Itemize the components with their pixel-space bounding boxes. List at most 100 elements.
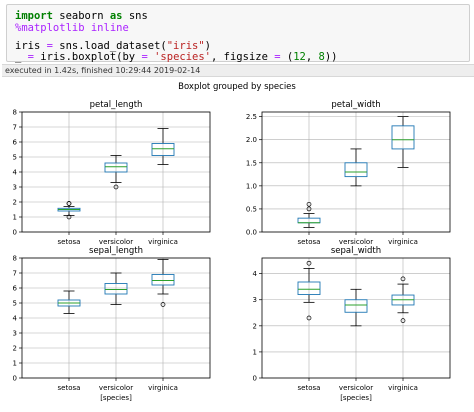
y-tick-label: 7 bbox=[13, 124, 17, 132]
y-tick-label: 2 bbox=[13, 199, 17, 207]
y-tick-label: 1.0 bbox=[246, 182, 257, 190]
x-axis-label: [species] bbox=[340, 394, 372, 402]
outlier-point bbox=[66, 214, 72, 220]
outlier-point bbox=[400, 276, 406, 282]
y-tick-label: 3 bbox=[253, 296, 257, 304]
box-versicolor bbox=[104, 155, 128, 190]
subplot-title: petal_length bbox=[90, 100, 143, 110]
code-token: iris bbox=[15, 40, 47, 52]
subplot-title: sepal_length bbox=[89, 246, 143, 256]
outlier-point bbox=[306, 260, 312, 266]
code-token: import bbox=[15, 10, 53, 22]
axes-frame bbox=[261, 257, 451, 379]
x-tick-label: setosa bbox=[58, 238, 81, 246]
subplot-title: sepal_width bbox=[331, 246, 381, 256]
code-token: , bbox=[305, 51, 319, 63]
box-setosa bbox=[57, 290, 81, 314]
outlier-point bbox=[113, 184, 119, 190]
execution-status-text: executed in 1.42s, finished 10:29:44 201… bbox=[5, 66, 201, 75]
subplot-sepal_width: sepal_width 0 1 2 3 4 setosa versicolor virginic… bbox=[253, 246, 451, 402]
y-tick-label: 5 bbox=[13, 300, 17, 308]
box-iqr bbox=[151, 143, 175, 156]
box-iqr bbox=[297, 281, 321, 295]
outlier-point bbox=[306, 315, 312, 321]
code-token: ( bbox=[280, 51, 294, 63]
y-tick-label: 2 bbox=[13, 345, 17, 353]
box-virginica bbox=[151, 259, 175, 307]
y-tick-label: 0.0 bbox=[246, 229, 257, 237]
outlier-point bbox=[160, 302, 166, 307]
boxplot-figure: Boxplot grouped by species petal_length 0… bbox=[13, 82, 451, 402]
cell-output: Boxplot grouped by species petal_length 0… bbox=[0, 78, 474, 408]
box-virginica bbox=[391, 276, 415, 323]
outlier-point bbox=[400, 318, 406, 323]
y-tick-label: 1 bbox=[253, 348, 257, 356]
x-tick-label: virginica bbox=[388, 384, 418, 392]
y-tick-label: 3 bbox=[13, 184, 17, 192]
code-cell-input[interactable]: import seaborn as sns %matplotlib inline… bbox=[6, 4, 470, 63]
y-tick-label: 7 bbox=[13, 270, 17, 278]
box-iqr bbox=[104, 283, 128, 295]
box-setosa bbox=[297, 260, 321, 321]
box-iqr bbox=[344, 299, 368, 313]
code-token: "iris" bbox=[166, 40, 205, 52]
y-tick-label: 4 bbox=[13, 169, 18, 177]
subplot-petal_length: petal_length 0 1 2 3 4 5 6 7 8 setosa versicolor vir… bbox=[13, 100, 211, 246]
y-tick-label: 2.0 bbox=[246, 136, 257, 144]
x-tick-label: setosa bbox=[58, 384, 81, 392]
code-token: sns.load_dataset( bbox=[52, 40, 167, 52]
code-token: ) bbox=[204, 40, 211, 52]
y-tick-label: 0.5 bbox=[246, 205, 257, 213]
y-tick-label: 0 bbox=[253, 375, 257, 383]
y-tick-label: 6 bbox=[13, 139, 18, 147]
box-iqr bbox=[391, 125, 415, 150]
y-tick-label: 8 bbox=[13, 255, 17, 263]
y-tick-label: 1.5 bbox=[246, 159, 257, 167]
x-tick-label: virginica bbox=[388, 238, 418, 246]
code-token: 12 bbox=[293, 51, 306, 63]
x-tick-label: setosa bbox=[298, 384, 321, 392]
x-tick-label: versicolor bbox=[339, 238, 373, 246]
subplot-title: petal_width bbox=[331, 100, 380, 110]
y-tick-label: 0 bbox=[13, 375, 17, 383]
code-token: iris.boxplot(by bbox=[33, 51, 142, 63]
box-iqr bbox=[151, 274, 175, 286]
y-tick-label: 6 bbox=[13, 285, 18, 293]
box-setosa bbox=[297, 201, 321, 228]
x-tick-label: versicolor bbox=[339, 384, 373, 392]
axes-frame bbox=[21, 257, 211, 379]
code-token: 'species' bbox=[154, 51, 212, 63]
x-tick-label: virginica bbox=[148, 384, 178, 392]
code-line-1: import seaborn as sns bbox=[15, 10, 148, 22]
box-versicolor bbox=[104, 272, 128, 305]
y-tick-label: 2.5 bbox=[246, 113, 257, 121]
y-tick-label: 4 bbox=[13, 315, 18, 323]
box-virginica bbox=[391, 116, 415, 168]
y-tick-label: 2 bbox=[253, 322, 257, 330]
code-line-5: _ = iris.boxplot(by = 'species', figsize… bbox=[15, 51, 338, 63]
code-line-4: iris = sns.load_dataset("iris") bbox=[15, 40, 211, 52]
code-token: = bbox=[27, 51, 34, 63]
x-tick-label: virginica bbox=[148, 238, 178, 246]
code-token: %matplotlib inline bbox=[15, 22, 129, 34]
box-iqr bbox=[344, 162, 368, 178]
box-iqr bbox=[104, 162, 128, 173]
box-versicolor bbox=[344, 288, 368, 327]
x-tick-label: versicolor bbox=[99, 384, 133, 392]
code-token: _ bbox=[15, 51, 28, 63]
y-tick-label: 1 bbox=[13, 360, 17, 368]
axes-frame bbox=[21, 111, 211, 233]
code-token: , figsize bbox=[211, 51, 275, 63]
y-tick-label: 1 bbox=[13, 214, 17, 222]
subplot-petal_width: petal_width 0.0 0.5 1.0 1.5 2.0 2.5 setosa versi… bbox=[246, 100, 451, 246]
y-tick-label: 4 bbox=[253, 270, 258, 278]
box-versicolor bbox=[344, 148, 368, 187]
subplot-sepal_length: sepal_length 0 1 2 3 4 5 6 7 8 setosa versicolor vir… bbox=[13, 246, 211, 402]
code-line-2: %matplotlib inline bbox=[15, 22, 129, 34]
figure-suptitle: Boxplot grouped by species bbox=[178, 82, 296, 92]
axes-frame bbox=[261, 111, 451, 233]
outlier-point bbox=[66, 201, 72, 206]
code-token: sns bbox=[122, 10, 148, 22]
execution-status-bar: executed in 1.42s, finished 10:29:44 201… bbox=[2, 64, 474, 77]
code-token: 8 bbox=[318, 51, 325, 63]
